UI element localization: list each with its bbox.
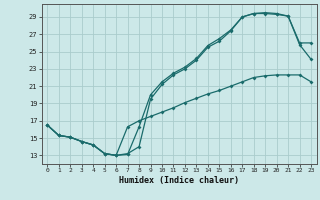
X-axis label: Humidex (Indice chaleur): Humidex (Indice chaleur) [119, 176, 239, 185]
